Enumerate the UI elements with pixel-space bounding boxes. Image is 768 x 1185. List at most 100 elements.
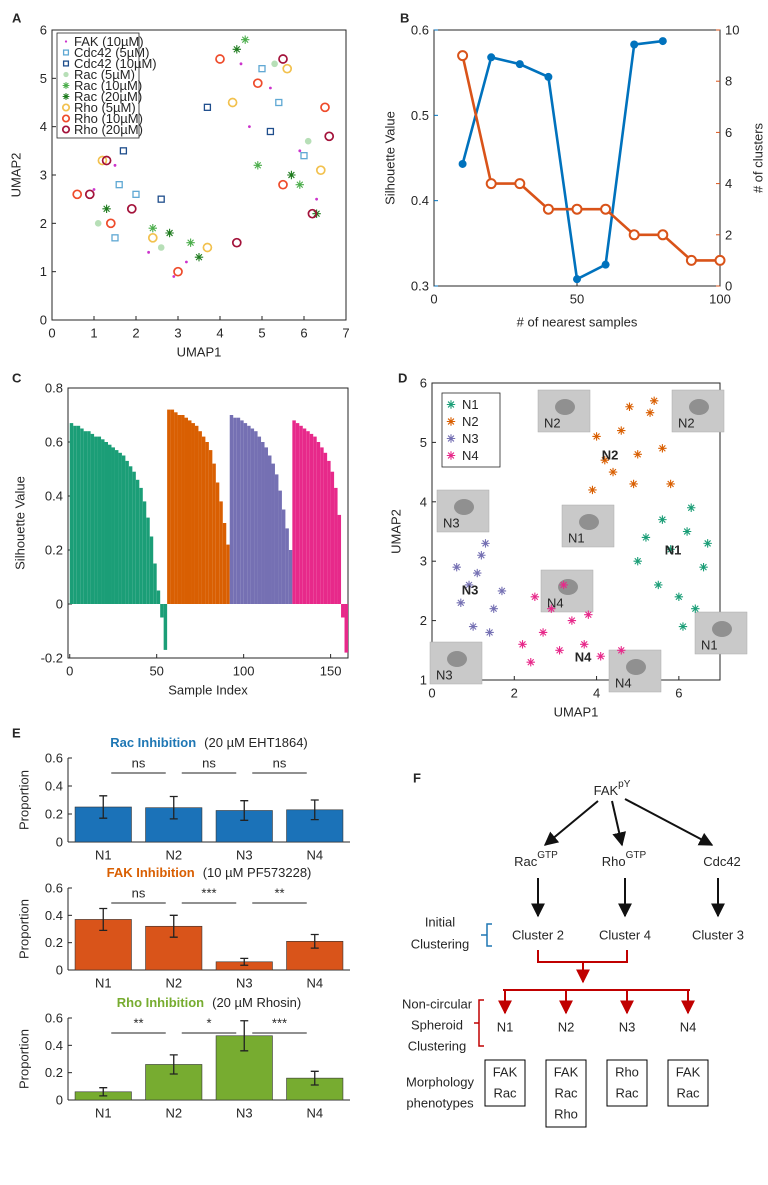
x-tick-label: N1 (95, 848, 112, 863)
bar (90, 433, 95, 604)
subtitle: (20 µM Rhosin) (212, 995, 301, 1010)
point (555, 646, 564, 655)
y-tick-label: 2 (420, 613, 427, 628)
x-tick-label: N4 (306, 848, 323, 863)
x-tick-label: 7 (342, 326, 349, 341)
point (468, 622, 478, 631)
y-axis-label: Proportion (17, 770, 32, 830)
series-line (461, 39, 663, 282)
title: Rac Inhibition (110, 735, 196, 750)
bar (177, 415, 182, 604)
point (215, 54, 225, 64)
phenotype-box (667, 1059, 709, 1107)
x-tick-label: N1 (95, 976, 112, 991)
point (600, 456, 609, 465)
bar (132, 471, 136, 604)
point (458, 159, 467, 168)
panel-letter: D (398, 371, 407, 386)
y-tick-label: 0.2 (45, 543, 63, 558)
bar (135, 479, 140, 604)
bar (87, 431, 91, 604)
point (147, 232, 158, 243)
axes-box (67, 387, 349, 659)
point (630, 40, 639, 49)
y-tick-label: 0.6 (45, 435, 63, 450)
y-tick-label: 0 (56, 597, 63, 612)
point (477, 551, 486, 560)
point (666, 545, 675, 554)
x-tick-label: 6 (300, 326, 307, 341)
bar (313, 436, 317, 604)
node-label: Cdc42 (703, 854, 741, 869)
thumbnail-spheroid (689, 399, 709, 415)
point (157, 244, 165, 251)
bar (97, 436, 102, 604)
subtitle: (10 µM PF573228) (203, 865, 312, 880)
bar (334, 487, 338, 604)
x-tick-label: 3 (174, 326, 181, 341)
legend-box (56, 32, 140, 139)
legend-label: Rho (5µM) (74, 100, 136, 115)
x-tick-label: 1 (90, 326, 97, 341)
y-tick-label: 1 (40, 264, 47, 279)
thumbnail-spheroid (579, 514, 599, 530)
bar (274, 474, 279, 604)
point (678, 622, 688, 631)
y-tick-label: 0.6 (411, 23, 429, 38)
bar (320, 447, 324, 604)
point (62, 82, 70, 89)
point (559, 580, 568, 590)
bar (125, 460, 129, 604)
stage-label: Clustering (408, 1039, 467, 1054)
bar (160, 604, 164, 618)
error-bar (240, 800, 249, 821)
point (72, 189, 83, 200)
point (275, 98, 283, 107)
bar (271, 463, 275, 604)
point (526, 657, 535, 667)
y-axis-label: Silhouette Value (383, 111, 398, 205)
phenotype-label: Rac (676, 1086, 700, 1101)
outcome-node: N4 (680, 1020, 697, 1035)
y-axis-label: Proportion (17, 899, 32, 959)
point (278, 54, 288, 64)
node-label: RhoGTP (602, 850, 647, 869)
error-bar (169, 795, 178, 820)
y-tick-label: 0.2 (45, 807, 63, 822)
point (544, 72, 553, 81)
point (685, 254, 697, 266)
error-bar (310, 1070, 319, 1086)
cluster-node: Cluster 4 (599, 928, 651, 943)
phenotype-box (484, 1059, 526, 1107)
x-tick-label: 100 (233, 664, 255, 679)
phenotype-label: Rho (554, 1107, 578, 1122)
point (633, 450, 642, 459)
point (62, 49, 70, 56)
point (629, 479, 638, 489)
point (682, 527, 692, 536)
bar (292, 420, 296, 604)
x-tick-label: 4 (216, 326, 223, 341)
y-tick-label: 0.3 (411, 279, 429, 294)
x-axis-label: Sample Index (168, 683, 248, 698)
bar (264, 447, 268, 604)
point (518, 640, 527, 649)
thumbnail-label: N2 (544, 416, 561, 431)
point (485, 628, 494, 637)
x-tick-label: 0 (66, 664, 73, 679)
bar (108, 444, 112, 604)
panel-title: FAK Inhibition (10 µM PF573228) (107, 865, 312, 880)
y-axis-label: UMAP2 (389, 509, 404, 554)
x-axis-label: UMAP1 (554, 705, 599, 720)
x-tick-label: 100 (709, 292, 731, 307)
y2-tick-label: 8 (725, 74, 732, 89)
bar (285, 528, 289, 604)
bar (229, 415, 234, 604)
node-superscript: GTP (626, 850, 647, 861)
y-axis-label: Silhouette Value (13, 476, 28, 570)
bar (194, 425, 199, 604)
bar (188, 420, 192, 604)
legend-label: Rho (10µM) (74, 111, 143, 126)
arrow (611, 800, 627, 847)
